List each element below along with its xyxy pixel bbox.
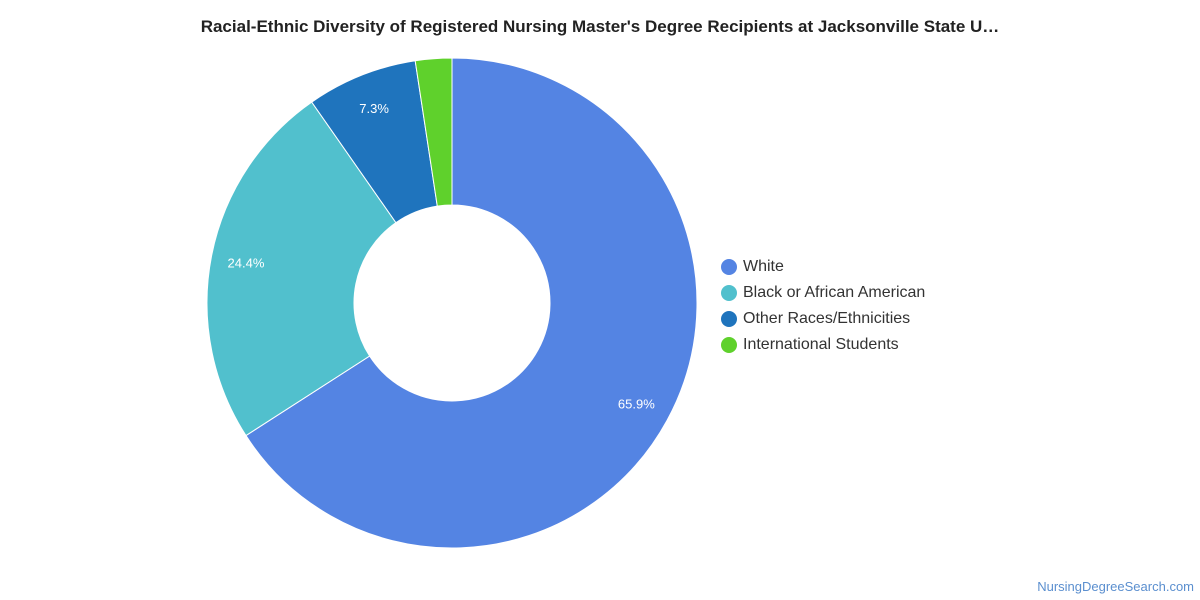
slice-international-students[interactable] (414, 57, 453, 207)
legend-swatch (721, 311, 737, 327)
slice-label-white: 65.9% (618, 397, 655, 412)
legend-label: Black or African American (743, 284, 926, 301)
legend-item-international-students[interactable]: International Students (721, 332, 925, 358)
legend-label: Other Races/Ethnicities (743, 310, 911, 327)
legend-item-other-races-ethnicities[interactable]: Other Races/Ethnicities (721, 306, 925, 332)
legend-swatch (721, 285, 737, 301)
source-credit[interactable]: NursingDegreeSearch.com (1037, 579, 1194, 594)
legend-swatch (721, 259, 737, 275)
legend-label: White (743, 258, 784, 275)
slice-white[interactable] (245, 57, 698, 549)
legend-swatch (721, 337, 737, 353)
slice-label-black-or-african-american: 24.4% (228, 255, 265, 270)
slice-label-other-races-ethnicities: 7.3% (359, 101, 389, 116)
legend-label: International Students (743, 336, 899, 353)
legend-item-white[interactable]: White (721, 254, 925, 280)
slice-black-or-african-american[interactable] (206, 101, 397, 437)
chart-title: Racial-Ethnic Diversity of Registered Nu… (200, 17, 1000, 36)
legend: White Black or African American Other Race… (721, 254, 925, 358)
legend-item-black-or-african-american[interactable]: Black or African American (721, 280, 925, 306)
